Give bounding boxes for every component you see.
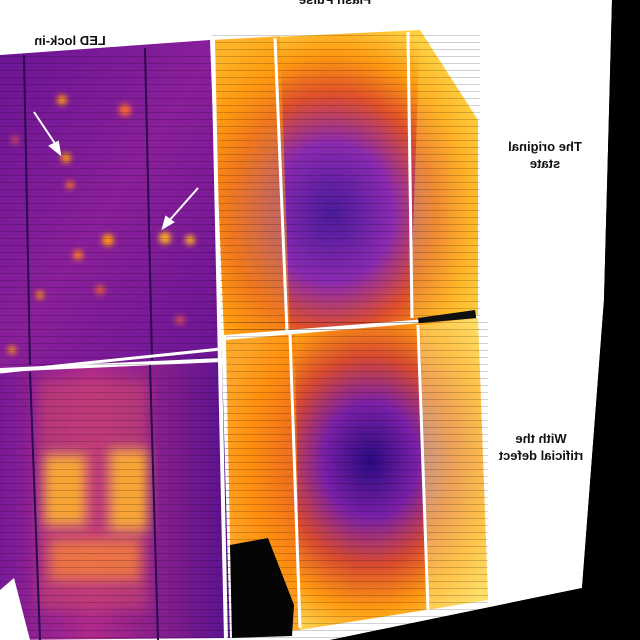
- arrow-icon: [161, 187, 199, 231]
- column-title-flash-pulse: Flash Pulse: [290, 0, 380, 8]
- row-label-defect: With the rtificial defect: [486, 430, 596, 464]
- arrow-icon: [33, 111, 62, 157]
- flash-pulse-bottom-panel: [226, 318, 488, 638]
- column-divider: [211, 39, 228, 640]
- mask-block: [230, 538, 294, 638]
- row-label-original-line1: The original: [508, 139, 582, 154]
- row-label-original: The original state: [490, 138, 600, 172]
- led-lockin-top-panel: [0, 40, 222, 368]
- row-label-original-line2: state: [529, 156, 561, 171]
- flash-pulse-top-panel: [212, 30, 480, 335]
- scan-border: [330, 0, 640, 640]
- led-lockin-bottom-panel: [0, 362, 230, 640]
- row-label-defect-line2: rtificial defect: [498, 448, 584, 463]
- column-title-led-lockin: LED lock-in: [34, 33, 106, 48]
- row-label-defect-line1: With the: [515, 431, 567, 446]
